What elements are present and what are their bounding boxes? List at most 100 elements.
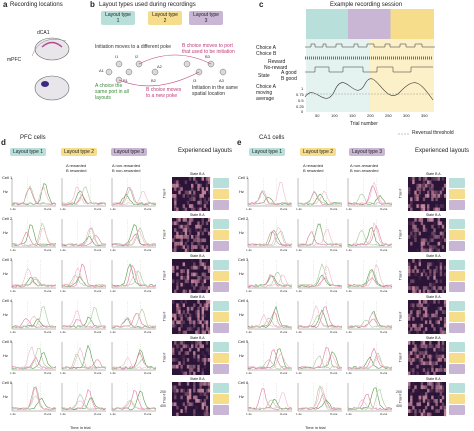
e-heatmap-cell4 [408,300,447,335]
d-psth-cell3-layout2 [61,260,107,289]
e-psth-cell6-layout2 [297,383,343,412]
d-legend-b-non: B non-rewarded [112,168,141,173]
d-psth-cell6-layout2 [61,383,107,412]
d-trial-tick-200: 200 [160,390,166,394]
e-psth-cell3-layout2 [297,260,343,289]
d-xtick-o-2-3: O+1s [144,248,152,252]
d-legend-a-rew: A rewarded [66,163,87,168]
d-heatmap-cell1 [172,177,211,212]
d-xtick-i-1-2: I–1s [60,207,66,211]
e-layout-chip-1-3 [449,200,465,210]
e-layout-3: Layout type 3 [349,148,386,156]
d-layout-chip-1-2 [213,189,229,199]
svg-text:I2: I2 [135,54,139,59]
d-exp-title: Experienced layouts [178,148,233,154]
e-xtick-i-6-3: I–1s [346,412,352,416]
layout-type-1-box: Layout type 1 [101,11,135,25]
d-layout-chip-1-3 [213,200,229,210]
d-heatmap-cell6 [172,382,211,417]
d-layout-chip-4-2 [213,312,229,322]
brain-illustrations [31,37,70,101]
d-state-label-4: State B A [190,295,205,299]
d-xtick-i-2-3: I–1s [110,248,116,252]
d-cell-label-5: Cell 5 [2,339,13,344]
d-psth-cell5-layout3 [111,342,157,371]
d-xtick-o-6-3: O+1s [144,412,152,416]
e-xlabel: Time in trial [305,425,326,430]
panel-b-title: Layout types used during recordings [99,2,196,8]
e-xtick-o-5-1: O+1s [280,371,288,375]
yt-1: 1 [301,86,304,91]
e-psth-cell1-layout1 [247,178,293,207]
e-psth-cell6-layout3 [347,383,393,412]
e-layout-chip-4-2 [449,312,465,322]
e-xtick-o-6-1: O+1s [280,412,288,416]
e-xtick-i-1-1: I–1s [246,207,252,211]
d-layout-chip-6-1 [213,383,229,393]
e-xtick-o-3-2: O+1s [330,289,338,293]
d-layout-3: Layout type 3 [111,148,148,156]
layout-type-3-box: Layout type 3 [189,11,223,25]
d-xtick-i-6-1: I–1s [10,412,16,416]
d-xtick-o-2-2: O+1s [94,248,102,252]
panel-a-letter: a [3,0,8,9]
session-layout-header [306,9,434,39]
d-xtick-o-5-1: O+1s [44,371,52,375]
d-psth-cell4-layout2 [61,301,107,330]
e-layout-chip-6-1 [449,383,465,393]
d-psth-cell3-layout1 [11,260,57,289]
d-layout-chip-2-1 [213,219,229,229]
d-layout-chip-6-2 [213,394,229,404]
e-layout-chip-4-1 [449,301,465,311]
xt-100: 100 [331,113,338,118]
panel-c-letter: c [259,0,264,9]
svg-text:I1: I1 [115,54,119,59]
svg-text:A3: A3 [219,78,225,83]
d-cell-label-6: Cell 6 [2,380,13,385]
panel-c-title: Example recording session [330,2,403,8]
d-hz-label-2: Hz [3,230,8,235]
reversal-threshold-legend: Reversal threshold [412,130,454,136]
e-psth-cell5-layout1 [247,342,293,371]
d-cell-label-1: Cell 1 [2,175,13,180]
e-legend-a-rew: A rewarded [303,163,324,168]
d-cell-label-4: Cell 4 [2,298,13,303]
yt-0: 0 [301,109,304,114]
yt-075: 0.75 [296,92,304,97]
annotation-init-moves: Initiation moves to a different poke [95,44,172,50]
svg-text:A1: A1 [99,68,105,73]
svg-text:B2: B2 [151,78,157,83]
d-trial-label-1: Trial # [162,188,167,199]
d-state-label-5: State B A [190,336,205,340]
e-psth-cell4-layout3 [347,301,393,330]
e-state-label-3: State B A [426,254,441,258]
e-cell-label-3: Cell 3 [238,257,249,262]
e-psth-cell2-layout2 [297,219,343,248]
e-state-label-6: State B A [426,377,441,381]
e-xtick-o-4-3: O+1s [380,330,388,334]
svg-text:A2: A2 [157,64,163,69]
e-trial-label-2: Trial # [398,229,403,240]
e-psth-cell2-layout1 [247,219,293,248]
e-state-label-4: State B A [426,295,441,299]
d-layout-chip-4-1 [213,301,229,311]
xt-200: 200 [367,113,374,118]
yt-025: 0.25 [296,104,304,109]
e-layout-chip-2-2 [449,230,465,240]
annotation-init-same: Initiation in the same spatial location [192,85,238,97]
d-heatmap-cell3 [172,259,211,294]
d-xtick-o-4-3: O+1s [144,330,152,334]
e-title: CA1 cells [259,135,285,141]
e-state-label-5: State B A [426,336,441,340]
e-xtick-i-2-2: I–1s [296,248,302,252]
e-layout-chip-3-2 [449,271,465,281]
d-state-label-3: State B A [190,254,205,258]
d-xtick-o-4-2: O+1s [94,330,102,334]
e-psth-cell3-layout3 [347,260,393,289]
annotation-b-moves-init: B choice moves to port that used to be i… [182,43,235,55]
e-psth-cell6-layout1 [247,383,293,412]
d-trial-label-4: Trial # [162,311,167,322]
e-hz-label-5: Hz [239,353,244,358]
d-layout-chip-3-2 [213,271,229,281]
e-xtick-o-4-1: O+1s [280,330,288,334]
